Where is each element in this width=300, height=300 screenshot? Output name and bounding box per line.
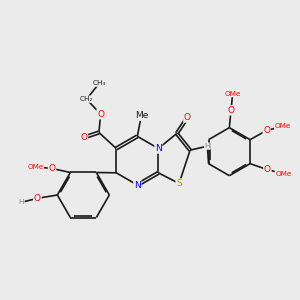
Text: O: O [49, 164, 56, 173]
Text: CH₂: CH₂ [80, 96, 93, 102]
Text: S: S [176, 179, 182, 188]
Text: N: N [155, 144, 162, 153]
Text: OMe: OMe [274, 123, 291, 129]
Text: O: O [80, 133, 87, 142]
Text: OMe: OMe [275, 171, 292, 177]
Text: Me: Me [135, 111, 148, 120]
Text: N: N [134, 181, 141, 190]
Text: O: O [263, 126, 270, 135]
Text: CH₃: CH₃ [93, 80, 106, 86]
Text: O: O [264, 165, 271, 174]
Text: H: H [19, 199, 24, 205]
Text: O: O [97, 110, 104, 119]
Text: H: H [205, 143, 210, 149]
Text: O: O [184, 113, 191, 122]
Text: O: O [34, 194, 41, 203]
Text: OMe: OMe [224, 91, 241, 97]
Text: OMe: OMe [27, 164, 44, 170]
Text: O: O [227, 106, 235, 115]
